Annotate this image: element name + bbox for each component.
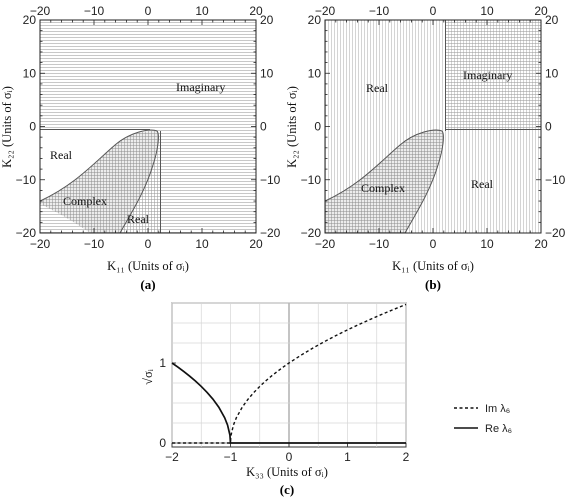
region-label-a-real-1: Real bbox=[50, 148, 73, 162]
panel-b-ytick-label-right: 0 bbox=[545, 120, 552, 134]
panel-a-xtick-label-bottom: −20 bbox=[30, 237, 51, 251]
panel-a-xtick-label-bottom: 20 bbox=[249, 237, 263, 251]
panel-c-xtick-label: 0 bbox=[286, 450, 293, 464]
boundary-b-ellipse bbox=[325, 129, 444, 233]
panel-a-xtick-label-top: −20 bbox=[30, 4, 51, 18]
panel-a-xtick-label-top: 0 bbox=[145, 4, 152, 18]
panel-a-xtick-label-bottom: −10 bbox=[84, 237, 105, 251]
panel-a-ytick-label-left: −20 bbox=[16, 226, 37, 240]
region-b-imaginary bbox=[445, 20, 541, 130]
panel-a-ytick-label-right: −10 bbox=[260, 173, 281, 187]
panel-b-ytick-label-left: 0 bbox=[314, 120, 321, 134]
panel-b-ytick-label-right: 20 bbox=[545, 13, 559, 27]
panel-a-ytick-label-left: −10 bbox=[16, 173, 37, 187]
panel-b-xtick-label-top: 20 bbox=[534, 4, 548, 18]
panel-b-ytick-label-right: −20 bbox=[545, 226, 566, 240]
panel-c-ytick-label: 0 bbox=[159, 436, 166, 450]
panel-b-ytick-label-left: −20 bbox=[301, 226, 322, 240]
panel-c-grid bbox=[171, 302, 407, 447]
panel-b-xtick-label-bottom: 0 bbox=[430, 237, 437, 251]
panel-a-regions bbox=[40, 20, 256, 233]
region-label-b-real-1: Real bbox=[366, 81, 389, 95]
panel-c-xtick-label: 2 bbox=[403, 450, 410, 464]
legend-label-re: Re λ₆ bbox=[485, 423, 512, 435]
panel-a-ytick-label-right: −20 bbox=[260, 226, 281, 240]
panel-b-xtick-label-top: −20 bbox=[315, 4, 336, 18]
panel-c-label: (c) bbox=[280, 482, 294, 497]
legend-label-im: Im λ₆ bbox=[485, 403, 510, 415]
panel-a-ytick-label-right: 10 bbox=[260, 66, 274, 80]
region-a-real-lower-right bbox=[120, 131, 161, 233]
panel-a-xtick-label-bottom: 10 bbox=[195, 237, 209, 251]
panel-a-xtick-label-top: 20 bbox=[249, 4, 263, 18]
panel-b-xtick-label-top: −10 bbox=[369, 4, 390, 18]
region-a-complex bbox=[40, 130, 159, 233]
series-im-lambda6-line bbox=[172, 303, 407, 444]
panel-a-xtick-label-top: −10 bbox=[84, 4, 105, 18]
panel-c-ytick-label: 1 bbox=[159, 356, 166, 370]
boundary-a-ellipse bbox=[40, 129, 159, 233]
region-label-a-real-2: Real bbox=[127, 212, 150, 226]
panel-a-label: (a) bbox=[140, 277, 155, 292]
panel-b-ytick-label-right: 10 bbox=[545, 66, 559, 80]
region-a-real-lower-left bbox=[40, 129, 153, 201]
region-b-complex bbox=[325, 130, 444, 233]
panel-a-ytick-label-right: 20 bbox=[260, 13, 274, 27]
panel-b-ylabel: K₂₂ (Units of σᵢ) bbox=[285, 86, 299, 168]
panel-b-label: (b) bbox=[425, 277, 441, 292]
panel-b-xtick-label-top: 10 bbox=[480, 4, 494, 18]
panel-a-ytick-label-left: 0 bbox=[29, 120, 36, 134]
panel-b-ytick-label-left: 20 bbox=[308, 13, 322, 27]
panel-a-ytick-label-left: 20 bbox=[23, 13, 37, 27]
panel-a-xtick-label-top: 10 bbox=[195, 4, 209, 18]
panel-c-xtick-label: −2 bbox=[165, 450, 179, 464]
series-re-lambda6-line bbox=[171, 362, 406, 444]
panel-b-xtick-label-bottom: −20 bbox=[315, 237, 336, 251]
panel-a-xtick-label-bottom: 0 bbox=[145, 237, 152, 251]
panel-b-xtick-label-top: 0 bbox=[430, 4, 437, 18]
panel-a-xlabel: K₁₁ (Units of σᵢ) bbox=[107, 259, 189, 273]
region-label-b-real-2: Real bbox=[471, 177, 494, 191]
panel-b-xtick-label-bottom: 10 bbox=[480, 237, 494, 251]
panel-c-xtick-label: −1 bbox=[224, 450, 238, 464]
panel-a-ylabel: K₂₂ (Units of σᵢ) bbox=[0, 86, 14, 168]
panel-c-xlabel: K₃₃ (Units of σᵢ) bbox=[246, 465, 328, 479]
panel-a-ytick-label-right: 0 bbox=[260, 120, 267, 134]
panel-b-ytick-label-left: −10 bbox=[301, 173, 322, 187]
region-label-b-complex: Complex bbox=[361, 181, 405, 195]
panel-c-series bbox=[171, 303, 407, 444]
panel-b-xtick-label-bottom: −10 bbox=[369, 237, 390, 251]
panel-c-legend: Im λ₆ Re λ₆ bbox=[454, 403, 512, 435]
panel-c-ylabel: √σᵢ bbox=[141, 369, 155, 385]
region-label-a-imaginary: Imaginary bbox=[176, 80, 225, 94]
panel-b-ytick-label-right: −10 bbox=[545, 173, 566, 187]
panel-b-xtick-label-bottom: 20 bbox=[534, 237, 548, 251]
panel-b-xlabel: K₁₁ (Units of σᵢ) bbox=[392, 259, 474, 273]
panel-c-xtick-label: 1 bbox=[344, 450, 351, 464]
panel-b-ytick-label-left: 10 bbox=[308, 66, 322, 80]
panel-b-regions bbox=[325, 20, 541, 233]
region-label-a-complex: Complex bbox=[63, 194, 107, 208]
panel-c: −2 −1 0 1 2 0 1 √σᵢ K₃₃ (Units of σᵢ) (c) Im λ… bbox=[141, 302, 512, 497]
panel-a-ytick-label-left: 10 bbox=[23, 66, 37, 80]
region-label-b-imaginary: Imaginary bbox=[463, 68, 512, 82]
